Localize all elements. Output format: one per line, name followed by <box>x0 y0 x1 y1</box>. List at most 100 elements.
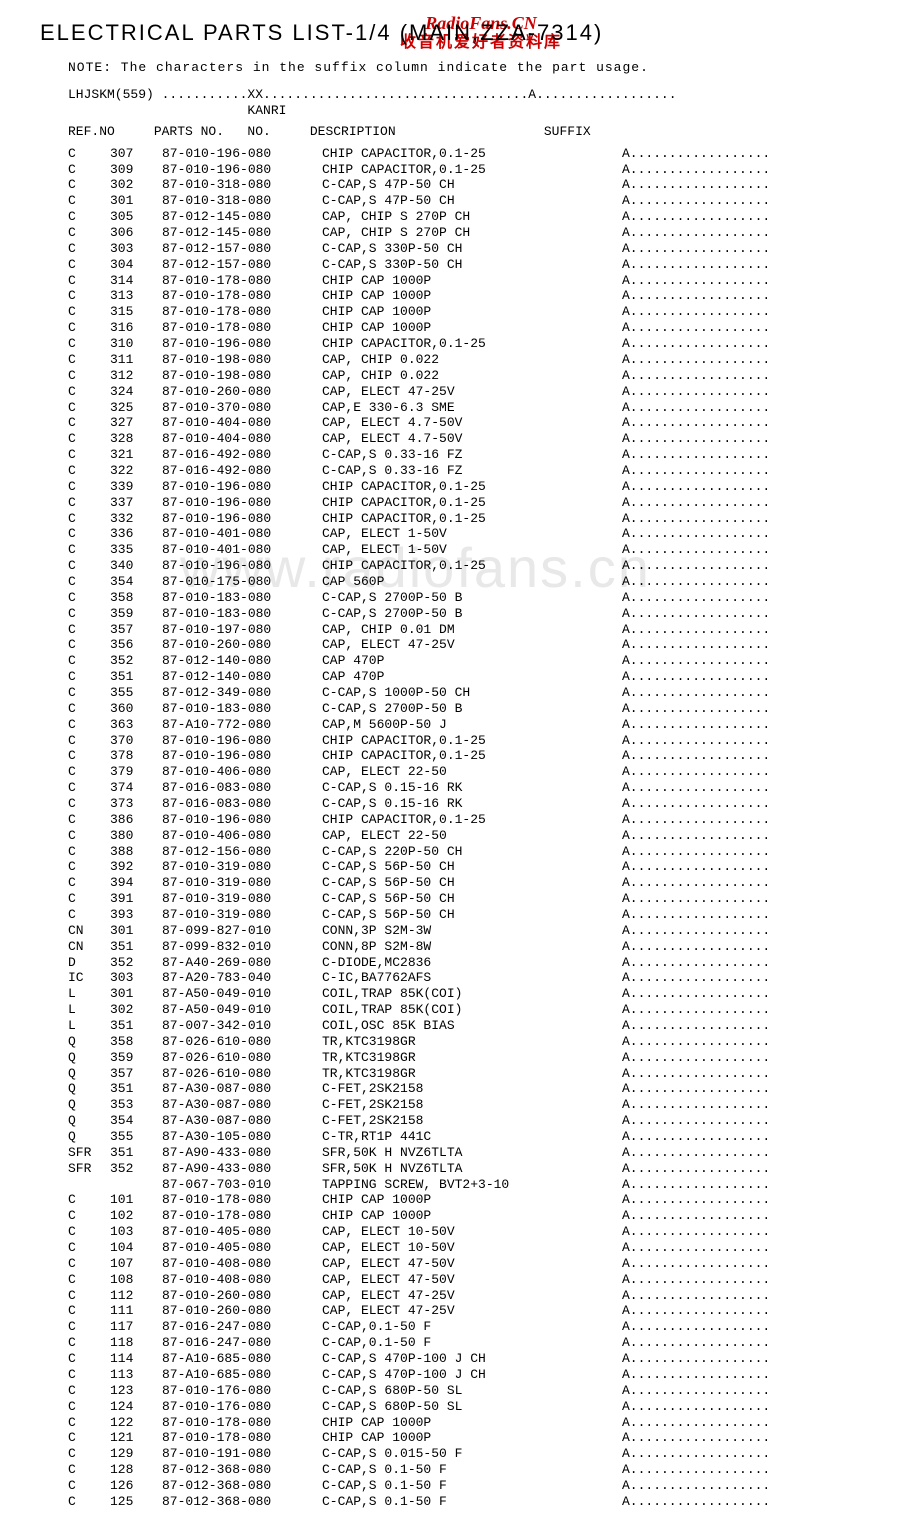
parts-number: 87-016-083-080 <box>162 796 322 812</box>
parts-number: 87-010-370-080 <box>162 400 322 416</box>
suffix: A.................. <box>622 685 770 701</box>
suffix: A.................. <box>622 463 770 479</box>
table-row: C 306 87-012-145-080 CAP, CHIP S 270P CH… <box>68 225 770 241</box>
ref-prefix: C <box>68 796 110 812</box>
suffix: A.................. <box>622 415 770 431</box>
description: C-CAP,S 56P-50 CH <box>322 859 622 875</box>
description: TAPPING SCREW, BVT2+3-10 <box>322 1177 622 1193</box>
parts-number: 87-012-349-080 <box>162 685 322 701</box>
table-row: CN 301 87-099-827-010 CONN,3P S2M-3W A..… <box>68 923 770 939</box>
parts-number: 87-012-157-080 <box>162 257 322 273</box>
ref-number: 325 <box>110 400 162 416</box>
ref-number: 314 <box>110 273 162 289</box>
suffix: A.................. <box>622 511 770 527</box>
ref-prefix: C <box>68 558 110 574</box>
table-row: C 337 87-010-196-080 CHIP CAPACITOR,0.1-… <box>68 495 770 511</box>
ref-prefix: L <box>68 1002 110 1018</box>
parts-number: 87-010-178-080 <box>162 1415 322 1431</box>
description: C-CAP,S 56P-50 CH <box>322 875 622 891</box>
table-row: L 301 87-A50-049-010 COIL,TRAP 85K(COI) … <box>68 986 770 1002</box>
parts-number: 87-010-404-080 <box>162 431 322 447</box>
description: C-CAP,S 330P-50 CH <box>322 241 622 257</box>
description: CAP, CHIP 0.022 <box>322 368 622 384</box>
description: CAP, CHIP 0.022 <box>322 352 622 368</box>
ref-number: 373 <box>110 796 162 812</box>
ref-prefix: C <box>68 511 110 527</box>
parts-number: 87-016-247-080 <box>162 1335 322 1351</box>
ref-prefix: C <box>68 891 110 907</box>
description: CAP, ELECT 47-25V <box>322 637 622 653</box>
ref-number: 391 <box>110 891 162 907</box>
table-row: 87-067-703-010 TAPPING SCREW, BVT2+3-10 … <box>68 1177 770 1193</box>
ref-number: 312 <box>110 368 162 384</box>
ref-prefix: C <box>68 812 110 828</box>
page-title: ELECTRICAL PARTS LIST-1/4 (MAIN,ZZA-7314… <box>40 20 603 46</box>
ref-prefix: C <box>68 733 110 749</box>
table-row: L 351 87-007-342-010 COIL,OSC 85K BIAS A… <box>68 1018 770 1034</box>
suffix: A.................. <box>622 542 770 558</box>
ref-prefix: CN <box>68 939 110 955</box>
parts-number: 87-012-368-080 <box>162 1478 322 1494</box>
description: CAP 470P <box>322 653 622 669</box>
ref-prefix: C <box>68 1415 110 1431</box>
table-row: C 352 87-012-140-080 CAP 470P A.........… <box>68 653 770 669</box>
ref-prefix: C <box>68 844 110 860</box>
parts-number: 87-010-318-080 <box>162 193 322 209</box>
suffix: A.................. <box>622 320 770 336</box>
ref-prefix: C <box>68 764 110 780</box>
description: CAP, ELECT 1-50V <box>322 542 622 558</box>
description: CAP, ELECT 10-50V <box>322 1240 622 1256</box>
ref-number: 122 <box>110 1415 162 1431</box>
ref-prefix: C <box>68 241 110 257</box>
ref-number: 363 <box>110 717 162 733</box>
ref-number: 351 <box>110 1018 162 1034</box>
parts-number: 87-010-178-080 <box>162 304 322 320</box>
ref-prefix: C <box>68 431 110 447</box>
ref-prefix: C <box>68 1208 110 1224</box>
ref-number: 125 <box>110 1494 162 1510</box>
parts-number: 87-010-196-080 <box>162 511 322 527</box>
description: CAP, CHIP 0.01 DM <box>322 622 622 638</box>
ref-number: 352 <box>110 1161 162 1177</box>
ref-prefix: C <box>68 177 110 193</box>
suffix: A.................. <box>622 812 770 828</box>
suffix: A.................. <box>622 859 770 875</box>
ref-prefix: C <box>68 1446 110 1462</box>
ref-prefix: C <box>68 304 110 320</box>
suffix: A.................. <box>622 336 770 352</box>
parts-number: 87-010-401-080 <box>162 526 322 542</box>
table-row: C 379 87-010-406-080 CAP, ELECT 22-50 A.… <box>68 764 770 780</box>
ref-prefix: SFR <box>68 1145 110 1161</box>
ref-prefix: D <box>68 955 110 971</box>
suffix: A.................. <box>622 1050 770 1066</box>
ref-prefix: Q <box>68 1097 110 1113</box>
parts-number: 87-A30-087-080 <box>162 1097 322 1113</box>
table-row: C 313 87-010-178-080 CHIP CAP 1000P A...… <box>68 288 770 304</box>
ref-number: 107 <box>110 1256 162 1272</box>
column-headers: REF.NO PARTS NO. NO. DESCRIPTION SUFFIX <box>68 124 880 140</box>
ref-number: 388 <box>110 844 162 860</box>
table-row: Q 357 87-026-610-080 TR,KTC3198GR A.....… <box>68 1066 770 1082</box>
table-row: C 373 87-016-083-080 C-CAP,S 0.15-16 RK … <box>68 796 770 812</box>
ref-prefix: C <box>68 907 110 923</box>
description: C-CAP,S 2700P-50 B <box>322 701 622 717</box>
description: TR,KTC3198GR <box>322 1034 622 1050</box>
ref-prefix: C <box>68 495 110 511</box>
suffix: A.................. <box>622 1113 770 1129</box>
ref-number: 360 <box>110 701 162 717</box>
suffix: A.................. <box>622 1383 770 1399</box>
suffix: A.................. <box>622 733 770 749</box>
ref-number: 315 <box>110 304 162 320</box>
parts-number: 87-010-260-080 <box>162 1303 322 1319</box>
ref-number: 117 <box>110 1319 162 1335</box>
suffix: A.................. <box>622 1097 770 1113</box>
ref-number: 393 <box>110 907 162 923</box>
ref-prefix: C <box>68 1335 110 1351</box>
table-row: Q 354 87-A30-087-080 C-FET,2SK2158 A....… <box>68 1113 770 1129</box>
suffix: A.................. <box>622 447 770 463</box>
ref-prefix: C <box>68 368 110 384</box>
ref-number: 354 <box>110 1113 162 1129</box>
table-row: Q 358 87-026-610-080 TR,KTC3198GR A.....… <box>68 1034 770 1050</box>
ref-prefix: C <box>68 352 110 368</box>
ref-prefix: C <box>68 288 110 304</box>
